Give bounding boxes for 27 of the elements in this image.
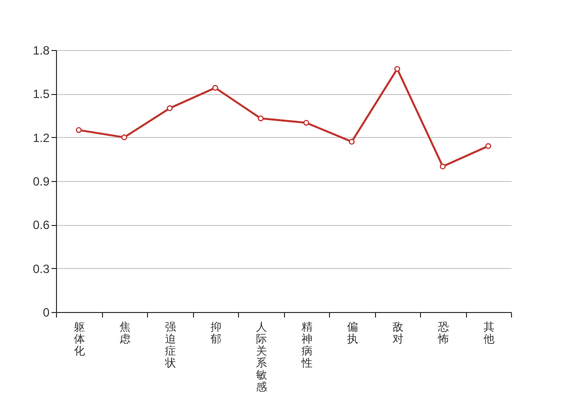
point (212, 84, 218, 91)
y-tick-label: 1.8 (32, 44, 50, 58)
x-tick-label: 抑郁 (210, 320, 222, 346)
x-tick-label: 焦虑 (119, 320, 130, 346)
x-tick-label: 躯体化 (74, 320, 85, 358)
x-tick-label: 恐怖 (436, 320, 449, 346)
x-tick-label: 其他 (483, 320, 494, 346)
x-tick-label: 精神病性 (300, 320, 312, 370)
point (348, 138, 355, 145)
y-tick-label: 0 (42, 306, 50, 320)
point (258, 115, 264, 122)
point (440, 164, 446, 170)
point (394, 66, 400, 72)
point (76, 127, 82, 133)
x-tick-label: 人际关系敏感 (256, 320, 267, 394)
point (166, 105, 173, 112)
y-tick-label: 1.2 (32, 130, 50, 145)
point (303, 120, 310, 126)
point (485, 143, 492, 150)
x-tick-label: 敌对 (392, 320, 404, 346)
point (121, 134, 128, 140)
x-tick-label: 偏执 (346, 320, 358, 346)
y-tick-label: 0.9 (32, 174, 50, 188)
y-tick-label: 1.5 (32, 87, 50, 102)
x-tick-label: 强迫症状 (164, 320, 176, 370)
y-tick-label: 0.3 (32, 262, 50, 276)
y-tick-label: 0.6 (32, 218, 50, 232)
